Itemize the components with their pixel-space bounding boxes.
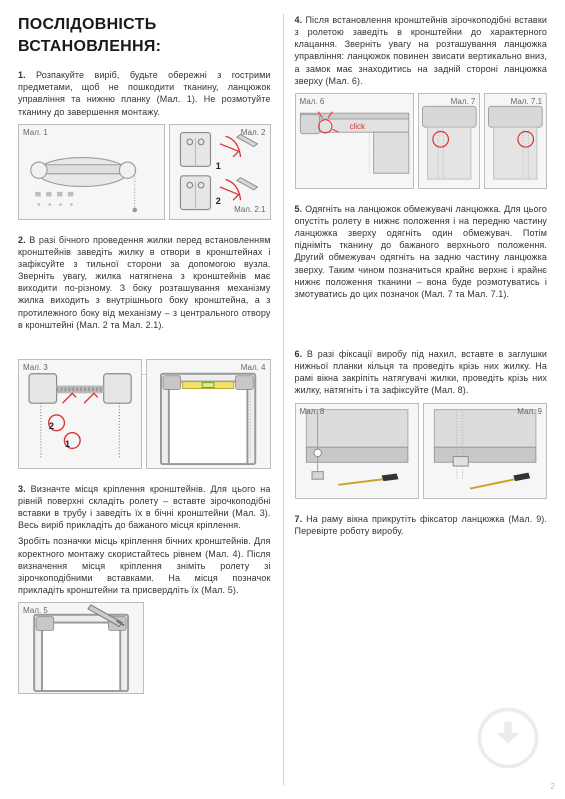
instruction-page: ПОСЛІДОВНІСТЬ ВСТАНОВЛЕННЯ: 1. Розпакуйт… [0, 0, 565, 799]
figure-4: Мал. 4 [146, 359, 270, 469]
figure-6-label: Мал. 6 [300, 97, 325, 108]
figure-7-svg [419, 94, 480, 188]
vertical-divider [283, 14, 284, 785]
step-3b-text: Зробіть позначки місць кріплення бічних … [18, 535, 271, 596]
figure-3-svg [19, 360, 141, 468]
figure-71-label: Мал. 7.1 [511, 97, 542, 108]
figure-1-label: Мал. 1 [23, 128, 48, 139]
figure-71-svg [485, 94, 546, 188]
step-1-text: 1. Розпакуйте виріб, будьте обережні з г… [18, 69, 271, 118]
step-3-text: 3. Визначте місця кріплення кронштейнів.… [18, 483, 271, 532]
figure-row-2: Мал. 3 1 2 [18, 359, 271, 469]
figure-3-label: Мал. 3 [23, 363, 48, 374]
figure-9-svg [424, 404, 546, 498]
figure-row-1: Мал. 1 [18, 124, 271, 220]
figure-1: Мал. 1 [18, 124, 165, 220]
figure-2: Мал. 2 Мал. 2.1 1 2 [169, 124, 271, 220]
figure-6: Мал. 6 click [295, 93, 414, 189]
figure-4-label: Мал. 4 [241, 363, 266, 374]
figure-3: Мал. 3 1 2 [18, 359, 142, 469]
figure-6-svg [296, 94, 413, 188]
figure-71: Мал. 7.1 [484, 93, 547, 189]
figure-7-label: Мал. 7 [451, 97, 476, 108]
left-column: ПОСЛІДОВНІСТЬ ВСТАНОВЛЕННЯ: 1. Розпакуйт… [18, 14, 283, 789]
figure-4-svg [147, 360, 269, 468]
figure-21-label: Мал. 2.1 [234, 205, 265, 216]
figure-8-label: Мал. 8 [300, 407, 325, 418]
figure-9: Мал. 9 [423, 403, 547, 499]
figure-row-5: Мал. 8 Мал. 9 [295, 403, 548, 499]
figure-8-svg [296, 404, 418, 498]
right-column: 4. Після встановлення кронштейнів зірочк… [283, 14, 548, 789]
figure-5: Мал. 5 [18, 602, 144, 694]
figure-5-spacer [148, 602, 270, 694]
step-7-text: 7. На раму вікна прикрутіть фіксатор лан… [295, 513, 548, 537]
step-5-text: 5. Одягніть на ланцюжок обмежувачі ланцю… [295, 203, 548, 300]
page-title: ПОСЛІДОВНІСТЬ ВСТАНОВЛЕННЯ: [18, 14, 271, 57]
step-4-text: 4. Після встановлення кронштейнів зірочк… [295, 14, 548, 87]
page-number: 2 [551, 782, 555, 793]
figure-8: Мал. 8 [295, 403, 419, 499]
step-2-text: 2. В разі бічного проведення жилки перед… [18, 234, 271, 331]
figure-row-4: Мал. 6 click [295, 93, 548, 189]
figure-5-label: Мал. 5 [23, 606, 48, 617]
figure-2-label: Мал. 2 [241, 128, 266, 139]
click-label: click [350, 122, 366, 133]
figure-row-3: Мал. 5 [18, 602, 271, 694]
figure-9-label: Мал. 9 [517, 407, 542, 418]
figure-7: Мал. 7 [418, 93, 481, 189]
figure-1-svg [19, 125, 164, 219]
step-6-text: 6. В разі фіксації виробу під нахил, вст… [295, 348, 548, 397]
